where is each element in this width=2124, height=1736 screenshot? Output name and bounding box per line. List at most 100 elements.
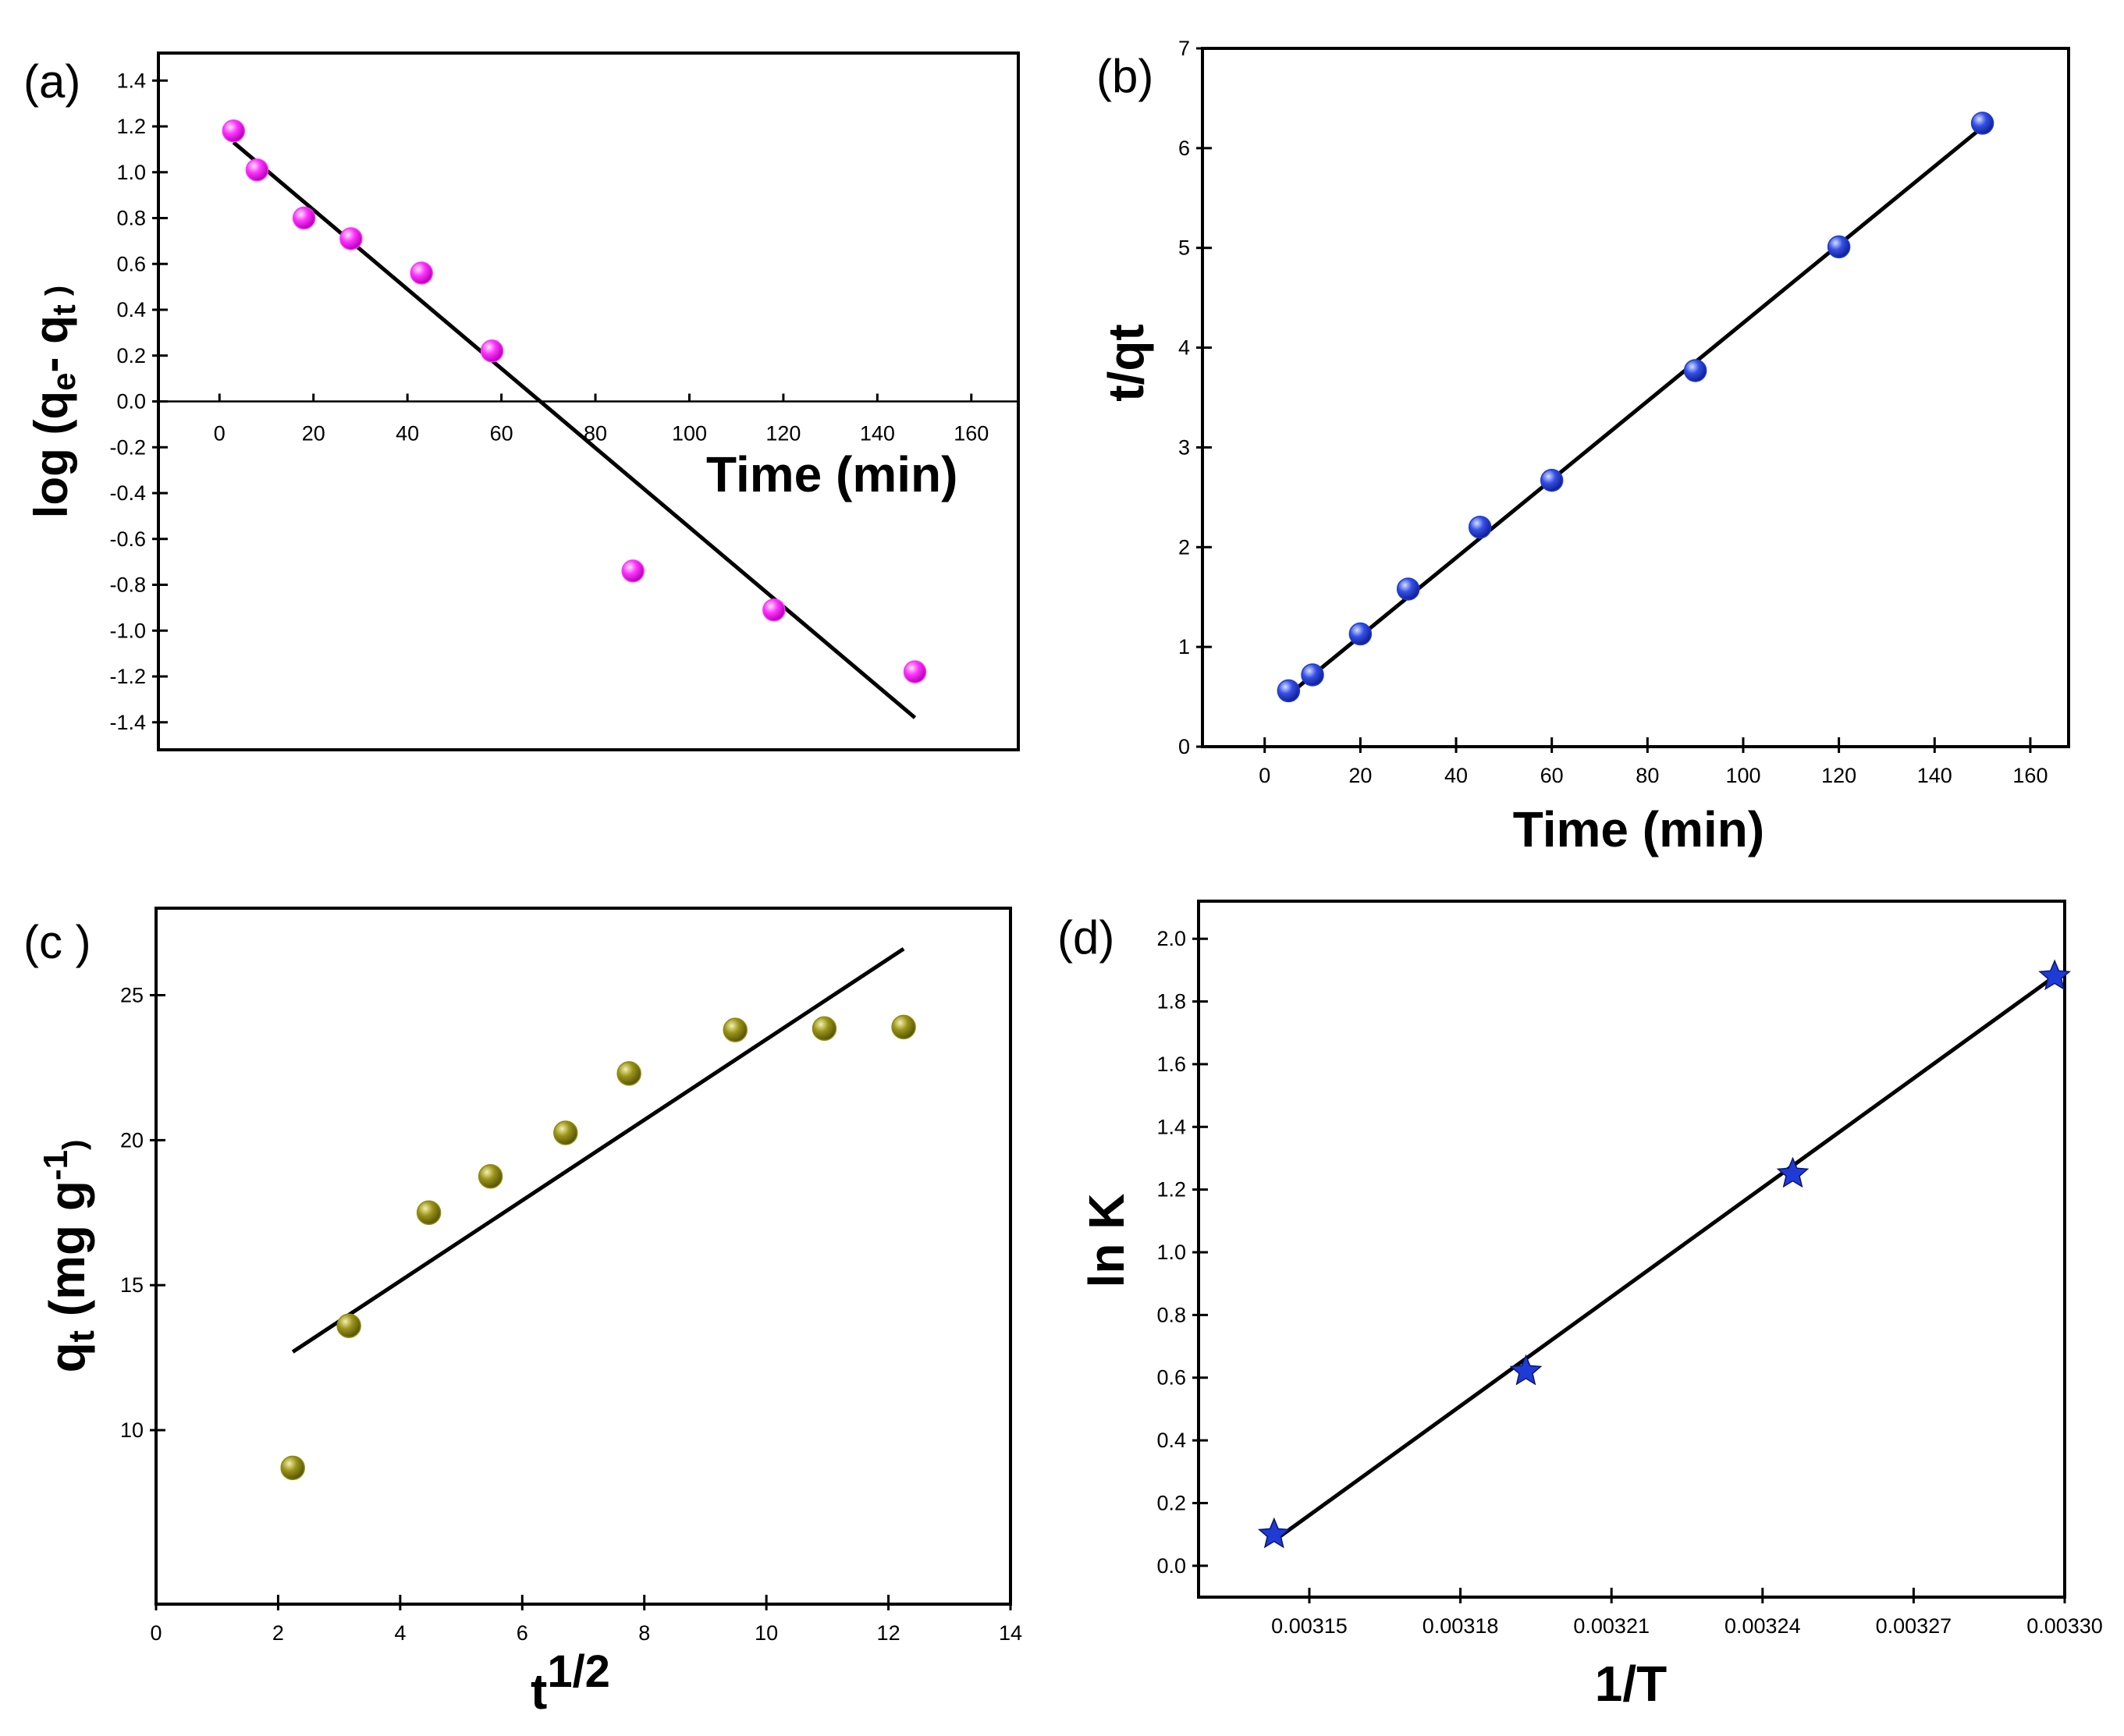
data-point-star bbox=[1257, 1517, 1291, 1549]
x-tick-label: 0.00327 bbox=[1876, 1614, 1952, 1638]
tick-group-c: 0 2 4 6 8 10 12 14 10 15 20 25 bbox=[120, 984, 1022, 1645]
y-tick-label: 0.4 bbox=[116, 298, 146, 321]
data-point bbox=[1970, 112, 1994, 135]
fit-line-b bbox=[1287, 126, 1984, 697]
x-tick-label: 100 bbox=[1725, 764, 1760, 787]
y-tick-label: 20 bbox=[120, 1128, 144, 1152]
x-tick-label: 80 bbox=[1636, 764, 1659, 787]
fit-line-c bbox=[291, 946, 905, 1354]
y-title-a-mid: - bbox=[25, 344, 77, 373]
x-tick-label: 6 bbox=[517, 1621, 528, 1645]
tick-group-d: 0.00315 0.00318 0.00321 0.00324 0.00327 0.003… bbox=[1156, 927, 2102, 1638]
data-point bbox=[280, 1455, 305, 1481]
data-point bbox=[762, 598, 786, 622]
y-tick-label: -0.8 bbox=[109, 573, 146, 597]
data-point bbox=[478, 1164, 503, 1189]
y-tick-label: -0.6 bbox=[109, 527, 146, 551]
data-point bbox=[616, 1061, 641, 1086]
data-point bbox=[336, 1313, 361, 1338]
x-tick-label: 8 bbox=[638, 1621, 650, 1645]
x-tick-label: 14 bbox=[999, 1621, 1022, 1645]
y-tick-label: -0.4 bbox=[109, 481, 146, 505]
y-tick-label: 5 bbox=[1178, 236, 1190, 260]
x-tick-label: 0.00324 bbox=[1724, 1614, 1801, 1638]
x-axis-title-c: t1/2 bbox=[531, 1646, 610, 1720]
data-point bbox=[410, 261, 433, 285]
fit-line-a bbox=[232, 140, 917, 719]
x-tick-label: 120 bbox=[1821, 764, 1856, 787]
x-tick-label: 0.00321 bbox=[1573, 1614, 1650, 1638]
y-tick-label: -1.0 bbox=[109, 619, 146, 642]
x-tick-label: 60 bbox=[490, 422, 513, 446]
marker-group-d bbox=[1257, 959, 2071, 1549]
y-tick-label: 0.6 bbox=[1156, 1366, 1186, 1390]
fit-line-d bbox=[1273, 975, 2056, 1543]
x-tick-label: 0 bbox=[214, 422, 226, 446]
chart-panel-d: (d) 0.00315 0.00318 0.00321 0.00324 0.00327 0… bbox=[1057, 900, 2103, 1712]
panel-label-c: (c ) bbox=[23, 916, 91, 968]
data-point bbox=[339, 227, 363, 250]
y-title-a-suffix: ) bbox=[40, 286, 74, 304]
marker-group-c bbox=[280, 1014, 916, 1481]
y-tick-label: 6 bbox=[1178, 137, 1190, 160]
y-tick-label: 1.6 bbox=[1156, 1053, 1186, 1076]
plot-frame-c bbox=[155, 907, 1012, 1606]
x-tick-label: 140 bbox=[860, 422, 895, 446]
x-tick-label: 10 bbox=[755, 1621, 778, 1645]
panel-label-d: (d) bbox=[1057, 911, 1114, 964]
y-axis-title-a: log (qe- qt ) bbox=[25, 286, 82, 518]
data-point bbox=[480, 339, 504, 363]
y-tick-label: 0.0 bbox=[1156, 1554, 1186, 1578]
chart-panel-a: (a) 0 20 40 60 80 100 120 140 160-1.4-1.2-1.0-0.… bbox=[23, 51, 1020, 751]
y-axis-title-b: t/qt bbox=[1098, 324, 1154, 402]
y-tick-label: 1.0 bbox=[116, 161, 146, 184]
data-point bbox=[1827, 235, 1851, 259]
x-title-c-sup: 1/2 bbox=[547, 1646, 610, 1697]
x-axis-title-a: Time (min) bbox=[706, 446, 957, 502]
y-tick-label: 0.8 bbox=[116, 207, 146, 230]
x-tick-label: 140 bbox=[1917, 764, 1952, 787]
data-point bbox=[1468, 515, 1492, 539]
x-tick-label: 0 bbox=[1259, 764, 1270, 787]
data-point bbox=[553, 1120, 578, 1145]
y-tick-label: 0.8 bbox=[1156, 1303, 1186, 1326]
data-point bbox=[222, 119, 246, 143]
x-tick-label: 0 bbox=[150, 1621, 162, 1645]
y-tick-label: 0.2 bbox=[116, 344, 146, 367]
y-tick-label: 4 bbox=[1178, 336, 1190, 360]
x-tick-label: 60 bbox=[1540, 764, 1564, 787]
y-axis-title-c: qt (mg g-1) bbox=[37, 1140, 101, 1373]
x-tick-label: 2 bbox=[272, 1621, 284, 1645]
data-point bbox=[621, 559, 645, 583]
data-point bbox=[812, 1016, 837, 1041]
x-tick-label: 120 bbox=[765, 422, 801, 446]
x-title-c-base: t bbox=[531, 1663, 547, 1720]
y-tick-label: 0.2 bbox=[1156, 1491, 1186, 1514]
x-tick-label: 100 bbox=[672, 422, 707, 446]
y-tick-label: 0.6 bbox=[116, 252, 146, 275]
y-title-c-sub: t bbox=[61, 1330, 101, 1342]
plot-frame-b bbox=[1201, 47, 2070, 748]
x-tick-label: 160 bbox=[2012, 764, 2048, 787]
marker-group-a bbox=[222, 119, 927, 683]
y-title-c-sup: -1 bbox=[37, 1150, 75, 1180]
y-title-c-close: ) bbox=[57, 1140, 91, 1150]
data-point bbox=[1683, 359, 1707, 382]
data-point bbox=[1540, 468, 1564, 492]
y-tick-label: -1.2 bbox=[109, 665, 146, 688]
data-point bbox=[292, 206, 316, 230]
y-tick-label: 1.2 bbox=[116, 115, 146, 138]
data-point bbox=[1277, 679, 1301, 703]
y-tick-label: 0.4 bbox=[1156, 1429, 1186, 1452]
data-point bbox=[723, 1017, 748, 1042]
y-tick-label: 10 bbox=[120, 1418, 144, 1442]
x-tick-label: 40 bbox=[396, 422, 419, 446]
y-tick-label: 25 bbox=[120, 984, 144, 1007]
data-point bbox=[903, 660, 927, 683]
x-axis-title-b: Time (min) bbox=[1513, 801, 1764, 857]
y-tick-label: 0 bbox=[1178, 735, 1190, 758]
y-tick-label: 2 bbox=[1178, 535, 1190, 559]
marker-group-b bbox=[1277, 112, 1994, 703]
panel-label-a: (a) bbox=[23, 55, 80, 108]
